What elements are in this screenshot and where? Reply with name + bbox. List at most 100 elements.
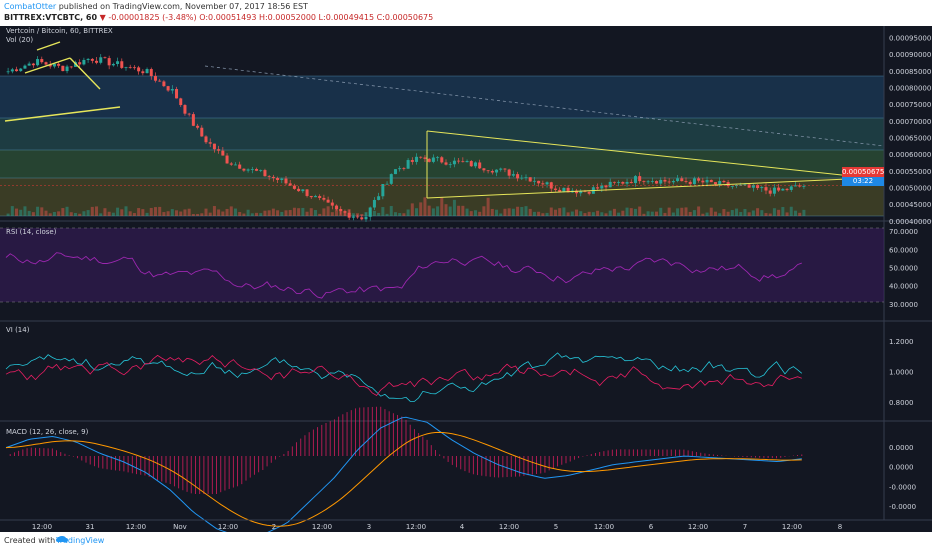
volume-bar [718,213,722,216]
candle-body [490,171,494,173]
volume-bar [250,213,254,216]
volume-bar [61,208,65,216]
candle-body [545,182,549,185]
tradingview-link[interactable]: TradingView [56,536,104,545]
volume-bar [212,206,216,216]
time-axis-label: 12:00 [406,523,426,531]
volume-bar [221,211,225,216]
volume-bar [591,212,595,216]
price-axis-label: 0.00075000 [889,101,931,109]
volume-bar [541,213,545,216]
volume-bar [545,212,549,216]
candle-body [15,69,19,72]
candle-body [204,136,208,143]
time-axis-label: 12:00 [782,523,802,531]
volume-bar [356,213,360,216]
volume-bar [31,212,35,216]
candle-body [722,181,726,183]
candle-body [99,57,103,63]
candle-body [225,155,229,164]
volume-bar [760,210,764,216]
volume-bar [402,213,406,216]
price-axis-label: 0.00065000 [889,135,931,143]
candle-body [667,181,671,183]
candle-body [638,176,642,182]
volume-bar [175,210,179,216]
volume-bar [19,209,23,216]
candle-body [600,185,604,189]
candle-body [612,181,616,183]
zone-green [0,150,884,178]
candle-body [650,181,654,182]
candle-body [267,176,271,178]
candle-body [465,161,469,163]
candle-body [187,113,191,115]
volume-bar [503,208,507,216]
volume-bar [629,208,633,216]
volume-bar [200,213,204,216]
volume-bar [608,210,612,216]
volume-bar [137,208,141,216]
volume-bar [532,211,536,216]
candle-body [532,180,536,182]
candle-body [629,181,633,184]
volume-bar [233,208,237,216]
volume-bar [271,208,275,216]
change-text: -0.00001825 (-3.48%) [108,13,197,22]
volume-bar [259,213,263,216]
candle-body [781,188,785,191]
author-link[interactable]: CombatOtter [4,2,57,11]
candle-body [141,71,145,74]
volume-bar [465,208,469,216]
volume-bar [756,208,760,216]
volume-bar [27,210,31,216]
volume-bar [772,208,776,216]
candle-body [688,181,692,185]
chart-canvas[interactable]: 0.00095000 0.00090000 0.00085000 0.00080000… [0,26,932,532]
volume-bar [625,207,629,216]
volume-bar [722,209,726,216]
volume-bar [440,197,444,216]
candle-body [111,63,115,66]
candle-body [288,183,292,186]
candle-body [52,63,56,67]
candle-body [747,184,751,188]
chart-area[interactable]: 0.00095000 0.00090000 0.00085000 0.00080000… [0,26,932,532]
candle-body [221,150,225,156]
volume-bar [339,210,343,216]
candle-body [27,63,31,66]
volume-bar [15,208,19,216]
volume-bar [95,206,99,216]
volume-bar [785,212,789,216]
candle-body [372,199,376,208]
candle-body [709,179,713,183]
volume-bar [10,206,14,216]
candle-body [431,157,435,162]
candle-body [356,216,360,218]
price-axis-label: 0.00055000 [889,168,931,176]
volume-bar [667,207,671,216]
candle-body [36,59,40,66]
volume-bar [579,211,583,216]
volume-bar [73,212,77,216]
candle-body [646,181,650,183]
candle-body [406,160,410,169]
volume-bar [528,208,532,216]
volume-bar [86,210,90,216]
volume-bar [385,213,389,216]
time-axis-label: 12:00 [126,523,146,531]
rsi-axis-label: 40.0000 [889,283,918,291]
volume-bar [288,210,292,216]
candle-body [40,59,44,63]
volume-bar [448,206,452,216]
drawn-line-2 [24,57,71,74]
drawn-line-1 [4,106,121,122]
volume-bar [410,203,414,216]
volume-bar [537,211,541,216]
candle-body [238,164,242,169]
candle-body [663,179,667,182]
volume-bar [318,213,322,216]
volume-bar [793,210,797,216]
candle-body [339,208,343,212]
volume-bar [179,211,183,216]
